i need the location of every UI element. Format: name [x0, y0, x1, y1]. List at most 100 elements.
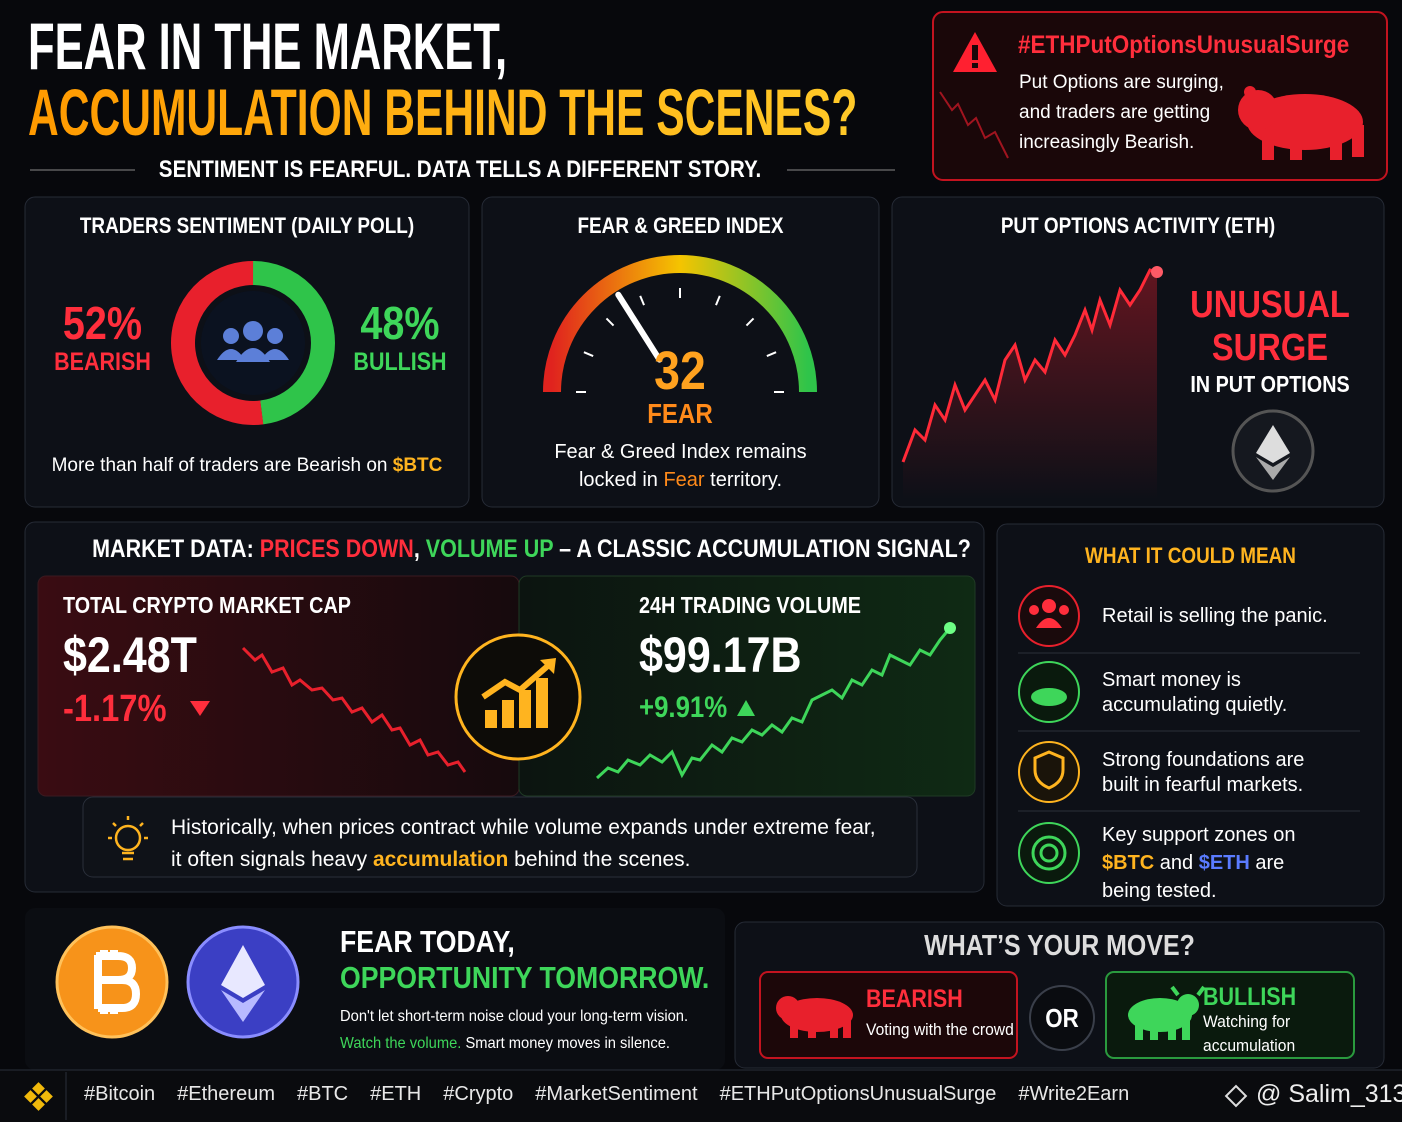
- meaning-item: Key support zones on $BTC and $ETH are bei…: [1102, 821, 1295, 905]
- gauge-arc: [543, 255, 817, 393]
- down-arrow: [190, 701, 210, 716]
- bearish-label: BEARISH: [54, 348, 151, 376]
- eth-icon: [221, 990, 265, 1022]
- vote-label: BEARISH: [866, 985, 963, 1013]
- meaning-item: Smart money is accumulating quietly.: [1102, 668, 1287, 718]
- item-text: built in fearful markets.: [1102, 774, 1304, 796]
- up-arrow: [737, 700, 755, 716]
- subtitle: SENTIMENT IS FEARFUL. DATA TELLS A DIFFE…: [158, 156, 762, 183]
- title-part: MARKET DATA:: [92, 535, 260, 563]
- eth-icon: [1256, 425, 1290, 463]
- hashtag: #Bitcoin: [84, 1083, 156, 1105]
- donut-center: [201, 291, 305, 395]
- target-icon: [1031, 835, 1067, 871]
- gauge-tick: [639, 295, 645, 306]
- cta-highlight: Watch the volume.: [340, 1035, 462, 1052]
- hashtag: #BTC: [297, 1083, 349, 1105]
- card-title: 24H TRADING VOLUME: [639, 592, 862, 618]
- caption: locked in Fear territory.: [482, 469, 879, 492]
- hashtag: #Ethereum: [177, 1083, 275, 1105]
- panel-title: PUT OPTIONS ACTIVITY (ETH): [1000, 213, 1276, 238]
- item-text: and: [1154, 852, 1199, 874]
- note-text: it often signals heavy: [171, 848, 373, 871]
- cta-title: OPPORTUNITY TOMORROW.: [340, 960, 710, 995]
- bullish-label: BULLISH: [353, 348, 447, 376]
- panel-title: FEAR & GREED INDEX: [577, 213, 784, 238]
- item-line: $BTC and $ETH are: [1102, 849, 1295, 877]
- trend-line: [901, 268, 1158, 463]
- bear-icon: [1238, 86, 1364, 160]
- panel-title: WHAT IT COULD MEAN: [1085, 543, 1296, 568]
- item-text: Key support zones on: [1102, 824, 1296, 846]
- cta-text: Smart money moves in silence.: [461, 1035, 670, 1052]
- trend-dot: [944, 622, 956, 634]
- item-text: accumulating quietly.: [1102, 694, 1288, 716]
- or-label: OR: [1045, 1003, 1079, 1033]
- cta-body: Watch the volume. Smart money moves in s…: [340, 1035, 670, 1053]
- cta-title: FEAR TODAY,: [340, 924, 515, 959]
- item-text: being tested.: [1102, 880, 1217, 902]
- hashtag: #ETHPutOptionsUnusualSurge: [719, 1083, 997, 1105]
- caption: Fear & Greed Index remains: [554, 441, 807, 463]
- gauge-tick: [766, 351, 777, 357]
- note-highlight: accumulation: [372, 848, 509, 871]
- bulb-icon: [108, 816, 148, 861]
- eth-icon: [221, 945, 265, 998]
- gauge-tick: [715, 295, 721, 306]
- ticker: $BTC: [1102, 852, 1155, 874]
- icon-badge: [1018, 822, 1080, 884]
- card-change: +9.91%: [639, 691, 728, 724]
- gauge: [543, 255, 817, 393]
- title: ACCUMULATION BEHIND THE SCENES?: [28, 75, 858, 149]
- people-icon: [217, 321, 289, 362]
- donut: [171, 261, 335, 425]
- headline: UNUSUAL: [1190, 284, 1350, 326]
- meaning-item: Strong foundations are built in fearful m…: [1102, 748, 1304, 798]
- alert-text: and traders are getting: [1019, 102, 1211, 123]
- bull-icon: [1128, 985, 1206, 1040]
- handle: @ Salim_313: [1256, 1080, 1402, 1108]
- caption-highlight: Fear: [663, 469, 705, 491]
- or-badge: [1029, 985, 1095, 1051]
- gauge-tick: [605, 317, 615, 327]
- item-text: Strong foundations are: [1102, 749, 1305, 771]
- move-title: WHAT’S YOUR MOVE?: [924, 930, 1195, 962]
- gauge-needle: [615, 291, 663, 363]
- caption-text: territory.: [704, 469, 783, 491]
- caption-text: More than half of traders are Bearish on: [51, 455, 393, 476]
- title: FEAR IN THE MARKET,: [28, 9, 508, 83]
- card-value: $2.48T: [63, 627, 197, 683]
- item-text: Smart money is: [1102, 669, 1241, 691]
- caption-text: locked in: [578, 469, 664, 491]
- decor-line: [939, 91, 1009, 159]
- headline: SURGE: [1211, 327, 1329, 369]
- icon-badge: [1018, 585, 1080, 647]
- title-part: PRICES DOWN: [259, 535, 414, 563]
- title-part: VOLUME UP: [425, 535, 554, 563]
- headline-sub: IN PUT OPTIONS: [1190, 371, 1350, 397]
- donut-segment: [171, 261, 335, 425]
- bear-icon: [776, 996, 853, 1038]
- trend-line: [595, 627, 952, 780]
- vote-box: [759, 971, 1018, 1059]
- panel-title: TRADERS SENTIMENT (DAILY POLL): [79, 213, 415, 238]
- btc-icon: [94, 950, 141, 1014]
- caption-highlight: $BTC: [392, 455, 443, 476]
- card-change: -1.17%: [63, 688, 167, 730]
- gauge-label: FEAR: [647, 398, 713, 429]
- warning-icon: [972, 45, 978, 60]
- card-title: TOTAL CRYPTO MARKET CAP: [63, 592, 351, 618]
- hashtag: #ETH: [370, 1083, 422, 1105]
- vote-label: BULLISH: [1203, 983, 1297, 1011]
- hashtag: #MarketSentiment: [535, 1083, 698, 1105]
- crowd-icon: [1029, 599, 1069, 628]
- meaning-item: Retail is selling the panic.: [1102, 605, 1328, 628]
- gauge-tick: [583, 351, 594, 357]
- caption: More than half of traders are Bearish on…: [25, 455, 469, 477]
- note-text: behind the scenes.: [508, 848, 691, 871]
- bearish-pct: 52%: [62, 297, 143, 349]
- growth-badge: [454, 633, 582, 761]
- item-text: Retail is selling the panic.: [1102, 605, 1328, 627]
